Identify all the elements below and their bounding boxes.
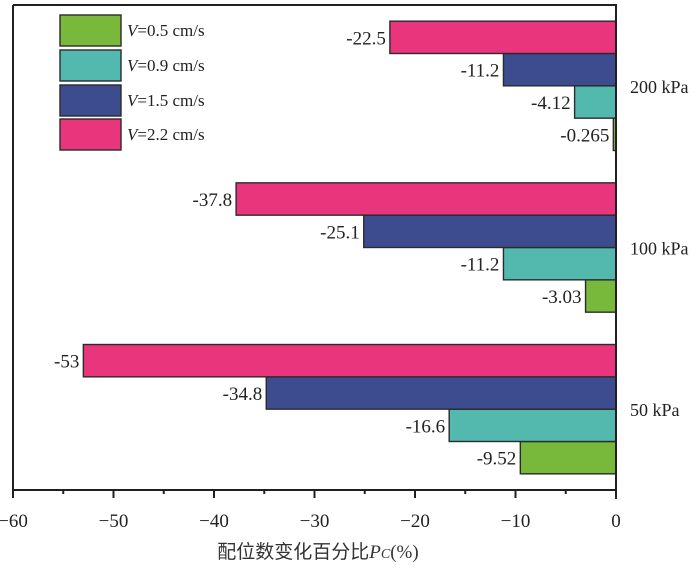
x-axis-title-text: 配位数变化百分比 (217, 541, 369, 563)
data-label: -11.2 (461, 255, 500, 276)
x-tick-label: −10 (501, 511, 531, 532)
x-tick-label: −50 (99, 511, 129, 532)
bar-200-kpa-series-1 (573, 85, 617, 119)
x-tick-label: −40 (199, 511, 229, 532)
data-label: -22.5 (346, 28, 386, 49)
legend-label: V=0.5 cm/s (127, 21, 205, 40)
data-label: -53 (54, 352, 79, 373)
data-label: -16.6 (406, 416, 446, 437)
x-tick-labels-layer: −60 −50 −40 −30 −20 −10 0 (0, 511, 621, 532)
x-axis-title: 配位数变化百分比PC(%) (217, 541, 418, 563)
x-ticks-layer (12, 490, 617, 498)
legend-label-value: =1.5 cm/s (137, 91, 204, 110)
bar-100-kpa-series-2 (363, 214, 617, 249)
legend-label: V=0.9 cm/s (127, 56, 205, 75)
legend-swatch (59, 49, 122, 82)
data-label: -4.12 (531, 93, 571, 114)
bar-200-kpa-series-3 (389, 20, 617, 55)
data-label: -37.8 (193, 190, 233, 211)
legend-label-var: V (127, 56, 140, 75)
data-label: -9.52 (477, 449, 517, 470)
x-tick-label: −30 (300, 511, 330, 532)
data-labels-layer: -9.52 -16.6 -34.8 -53 -3.03 -11.2 -25.1 -37.8 -0… (54, 28, 609, 469)
x-axis-title-symbol: P (368, 542, 381, 563)
category-label: 50 kPa (630, 400, 680, 420)
legend-label-var: V (127, 91, 140, 110)
legend-label-value: =0.9 cm/s (137, 56, 204, 75)
bar-200-kpa-series-2 (502, 52, 617, 87)
legend-label-var: V (127, 21, 140, 40)
legend-swatch (59, 118, 122, 151)
data-label: -11.2 (461, 61, 500, 82)
legend-swatch (59, 14, 122, 47)
x-tick-label: 0 (611, 511, 621, 532)
data-label: -34.8 (223, 384, 263, 405)
data-label: -0.265 (560, 125, 609, 146)
legend-label: V=1.5 cm/s (127, 91, 205, 110)
legend-label: V=2.2 cm/s (127, 125, 205, 144)
x-axis-title-subscript: C (381, 547, 391, 562)
category-label: 200 kPa (630, 77, 689, 97)
legend: V=0.5 cm/sV=0.9 cm/sV=1.5 cm/sV=2.2 cm/s (59, 14, 205, 151)
data-label: -3.03 (542, 287, 582, 308)
x-axis-title-unit: (%) (390, 542, 418, 563)
bar-50-kpa-series-0 (519, 440, 617, 475)
bar-100-kpa-series-3 (235, 182, 617, 216)
category-labels-layer: 50 kPa 100 kPa 200 kPa (630, 77, 689, 420)
bars-layer (82, 20, 617, 475)
bar-100-kpa-series-0 (584, 279, 617, 313)
bar-50-kpa-series-2 (265, 376, 617, 410)
bar-50-kpa-series-3 (82, 343, 617, 378)
legend-label-var: V (127, 125, 140, 144)
x-tick-label: −20 (400, 511, 430, 532)
x-tick-label: −60 (0, 511, 28, 532)
legend-swatch (59, 84, 122, 117)
category-label: 100 kPa (630, 239, 689, 259)
legend-label-value: =2.2 cm/s (137, 125, 204, 144)
legend-label-value: =0.5 cm/s (137, 21, 204, 40)
bar-100-kpa-series-1 (502, 246, 617, 281)
data-label: -25.1 (320, 222, 360, 243)
bar-50-kpa-series-1 (448, 408, 617, 443)
